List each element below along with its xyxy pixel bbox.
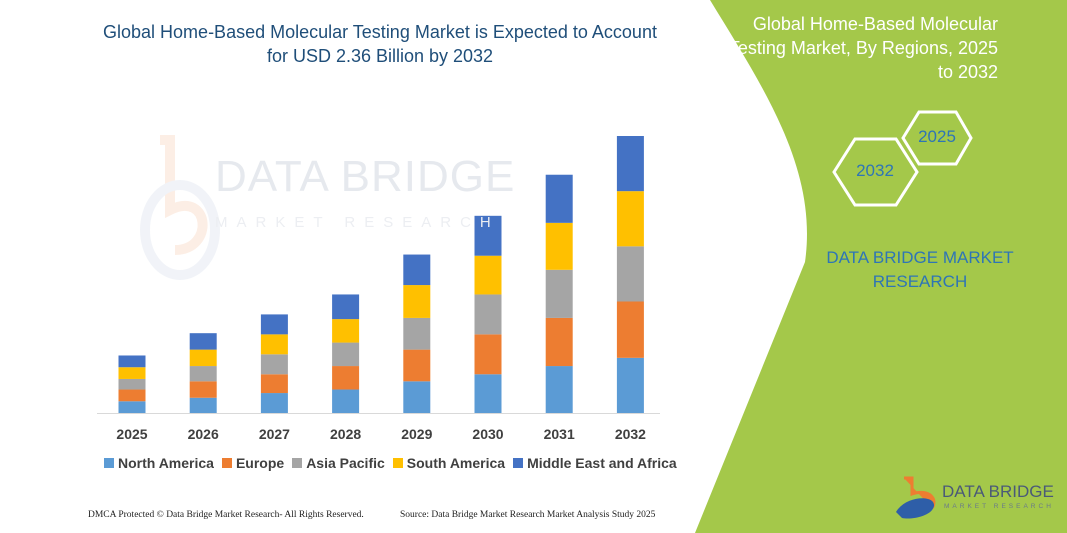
logo-icon [896,476,936,519]
bar-segment-europe-2031 [545,317,573,367]
bar-segment-north-america-2030 [474,374,502,413]
legend-item: North America [104,455,214,471]
legend-swatch [392,458,403,468]
bar-segment-north-america-2026 [189,397,217,413]
bar-segment-europe-2032 [616,301,644,358]
hex-label-start: 2025 [918,127,956,146]
bar-segment-middle-east-and-africa-2031 [545,174,573,223]
footer-copyright: DMCA Protected © Data Bridge Market Rese… [88,510,364,520]
legend-label: Asia Pacific [306,455,385,471]
watermark-text: DATA BRIDGE [215,152,516,201]
bar-segment-europe-2029 [403,349,431,382]
x-tick-label: 2028 [330,426,362,442]
x-tick-label: 2030 [472,426,504,442]
x-tick-label: 2031 [543,426,575,442]
legend-swatch [104,458,114,468]
bar-segment-south-america-2025 [118,367,146,379]
legend-label: South America [406,455,506,471]
bar-segment-south-america-2032 [616,191,644,247]
hexagon-2025 [901,110,973,166]
legend-item: South America [392,455,506,471]
legend-swatch [292,458,303,468]
bar-segment-north-america-2025 [118,401,146,413]
bar-segment-north-america-2028 [332,389,360,413]
bar-segment-europe-2027 [260,374,288,394]
bar-segment-north-america-2032 [616,357,644,413]
bar-segment-middle-east-and-africa-2025 [118,355,146,368]
bar-segment-europe-2030 [474,334,502,375]
bar-segment-middle-east-and-africa-2026 [189,333,217,350]
legend-label: Europe [235,455,285,471]
bar-segment-north-america-2027 [260,393,288,413]
x-tick-label: 2029 [401,426,433,442]
bar-segment-asia-pacific-2025 [118,378,146,390]
bar-segment-asia-pacific-2032 [616,246,644,302]
legend-item: Asia Pacific [292,455,385,471]
legend-label: North America [118,455,214,471]
watermark-logo [140,135,220,280]
x-tick-label: 2026 [187,426,219,442]
legend: North America Europe Asia Pacific South Ame… [104,455,677,471]
legend-item: Europe [221,455,285,471]
legend-swatch [513,458,524,468]
footer-source: Source: Data Bridge Market Research Mark… [400,510,656,520]
bar-segment-europe-2025 [118,389,146,402]
chart-area [118,136,644,413]
bar-segment-middle-east-and-africa-2032 [616,136,644,192]
x-tick-label: 2025 [116,426,148,442]
green-panel [695,0,1067,533]
bar-segment-south-america-2028 [332,319,360,343]
legend-swatch [221,458,232,468]
bar-segment-asia-pacific-2031 [545,269,573,318]
bar-segment-asia-pacific-2028 [332,342,360,367]
bar-segment-middle-east-and-africa-2027 [260,314,288,335]
bar-segment-north-america-2029 [403,381,431,413]
x-tick-label: 2032 [614,426,646,442]
bar-segment-south-america-2030 [474,255,502,295]
bar-segment-asia-pacific-2029 [403,317,431,350]
legend-label: Middle East and Africa [527,455,677,471]
legend-item: Middle East and Africa [513,455,677,471]
logo-subtext: MARKET RESEARCH [944,503,1054,510]
bar-segment-north-america-2031 [545,366,573,413]
x-tick-label: 2027 [258,426,290,442]
bar-segment-asia-pacific-2027 [260,354,288,375]
chart-title: Global Home-Based Molecular Testing Mark… [103,22,657,66]
bar-segment-middle-east-and-africa-2030 [474,215,502,256]
bar-segment-south-america-2027 [260,334,288,355]
watermark-subtext: MARKET RESEARCH [215,214,500,231]
side-panel-title: Global Home-Based Molecular Testing Mark… [728,14,998,82]
bar-segment-middle-east-and-africa-2029 [403,254,431,286]
bar-segment-south-america-2026 [189,349,217,367]
hex-label-end: 2032 [856,161,894,180]
bar-segment-middle-east-and-africa-2028 [332,294,360,320]
bar-segment-asia-pacific-2030 [474,294,502,335]
bar-segment-europe-2026 [189,381,217,398]
bar-segment-south-america-2031 [545,222,573,270]
hexagon-2032 [832,137,919,207]
bar-segment-south-america-2029 [403,285,431,318]
logo-text: DATA BRIDGE [942,482,1054,501]
bar-segment-europe-2028 [332,366,360,390]
bar-segment-asia-pacific-2026 [189,366,217,382]
brand-text: DATA BRIDGE MARKET RESEARCH [826,248,1014,291]
